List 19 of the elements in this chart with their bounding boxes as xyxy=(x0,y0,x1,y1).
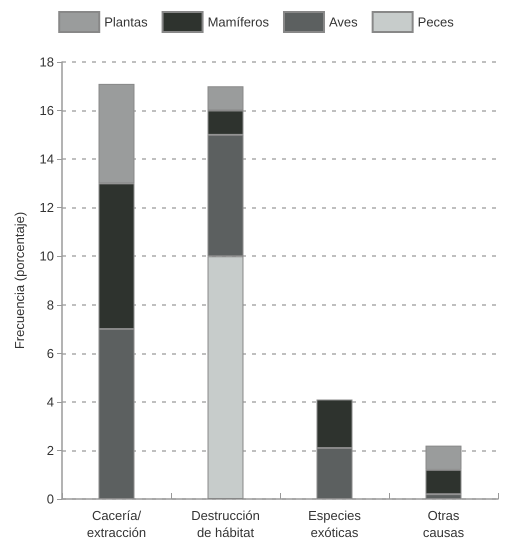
y-tick-label: 6 xyxy=(46,346,54,361)
legend-label: Plantas xyxy=(104,14,148,30)
x-tick-label: Otras causas xyxy=(422,508,465,540)
legend-label: Mamíferos xyxy=(208,14,270,30)
x-tick-label: Especies exóticas xyxy=(308,508,362,540)
x-tick-label: Cacería/ extracción xyxy=(86,508,146,540)
y-axis-title: Frecuencia (porcentaje) xyxy=(12,212,27,350)
y-tick-label: 0 xyxy=(46,492,54,506)
y-tick-label: 4 xyxy=(46,394,54,410)
y-tick-label: 16 xyxy=(40,103,54,118)
y-tick-label: 2 xyxy=(46,442,54,458)
y-tick-label: 10 xyxy=(40,248,54,264)
legend-label: Aves xyxy=(328,14,358,30)
y-tick-label: 18 xyxy=(40,54,54,70)
y-tick-label: 12 xyxy=(40,200,54,216)
y-tick-label: 8 xyxy=(46,297,54,312)
legend-label: Peces xyxy=(418,14,454,30)
x-tick-label: Destrucción de hábitat xyxy=(191,508,260,540)
y-tick-label: 14 xyxy=(40,152,54,167)
